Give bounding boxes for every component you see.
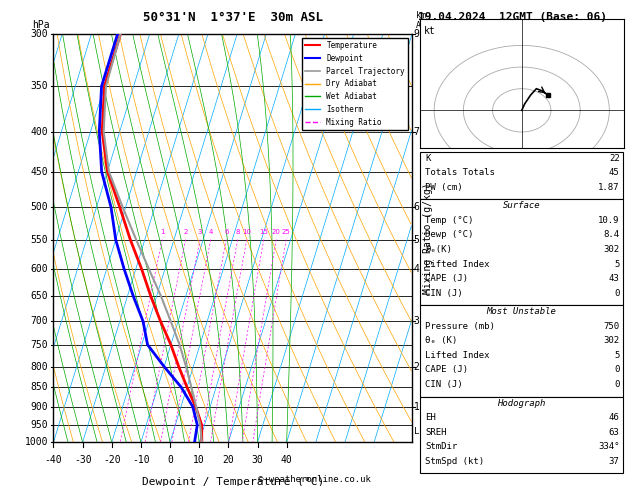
Text: -10: -10 bbox=[132, 454, 150, 465]
Text: 5: 5 bbox=[414, 235, 420, 244]
Text: 20: 20 bbox=[272, 229, 281, 235]
Text: 0: 0 bbox=[614, 365, 620, 375]
Text: 650: 650 bbox=[30, 291, 48, 301]
Text: 10: 10 bbox=[242, 229, 251, 235]
Text: 850: 850 bbox=[30, 382, 48, 392]
Text: 22: 22 bbox=[609, 154, 620, 163]
Text: hPa: hPa bbox=[32, 20, 50, 30]
Text: 550: 550 bbox=[30, 235, 48, 244]
Text: 302: 302 bbox=[603, 336, 620, 346]
Text: CIN (J): CIN (J) bbox=[425, 289, 463, 298]
Text: 950: 950 bbox=[30, 420, 48, 430]
Text: 900: 900 bbox=[30, 401, 48, 412]
Text: 500: 500 bbox=[30, 202, 48, 212]
Text: 50°31'N  1°37'E  30m ASL: 50°31'N 1°37'E 30m ASL bbox=[143, 11, 323, 24]
Text: 63: 63 bbox=[609, 428, 620, 437]
Text: Pressure (mb): Pressure (mb) bbox=[425, 322, 495, 331]
Text: © weatheronline.co.uk: © weatheronline.co.uk bbox=[258, 474, 371, 484]
Text: 15: 15 bbox=[259, 229, 268, 235]
Text: 45: 45 bbox=[609, 168, 620, 177]
Text: 40: 40 bbox=[281, 454, 292, 465]
Text: 10.9: 10.9 bbox=[598, 216, 620, 225]
Text: θₑ(K): θₑ(K) bbox=[425, 245, 452, 254]
Text: Totals Totals: Totals Totals bbox=[425, 168, 495, 177]
Text: 19.04.2024  12GMT (Base: 06): 19.04.2024 12GMT (Base: 06) bbox=[418, 12, 607, 22]
Text: 400: 400 bbox=[30, 126, 48, 137]
Text: 5: 5 bbox=[614, 351, 620, 360]
Text: Lifted Index: Lifted Index bbox=[425, 260, 490, 269]
Text: 0: 0 bbox=[614, 380, 620, 389]
Text: CAPE (J): CAPE (J) bbox=[425, 274, 468, 283]
Text: 6: 6 bbox=[224, 229, 228, 235]
Text: 750: 750 bbox=[30, 340, 48, 350]
Text: θₑ (K): θₑ (K) bbox=[425, 336, 457, 346]
Text: Hodograph: Hodograph bbox=[498, 399, 545, 408]
Text: Surface: Surface bbox=[503, 201, 540, 210]
Text: 10: 10 bbox=[193, 454, 205, 465]
Text: 37: 37 bbox=[609, 457, 620, 466]
Text: 2: 2 bbox=[414, 362, 420, 372]
Text: Temp (°C): Temp (°C) bbox=[425, 216, 474, 225]
Text: 7: 7 bbox=[414, 126, 420, 137]
Text: Dewp (°C): Dewp (°C) bbox=[425, 230, 474, 240]
Text: -40: -40 bbox=[45, 454, 62, 465]
Legend: Temperature, Dewpoint, Parcel Trajectory, Dry Adiabat, Wet Adiabat, Isotherm, Mi: Temperature, Dewpoint, Parcel Trajectory… bbox=[302, 38, 408, 130]
Text: K: K bbox=[425, 154, 431, 163]
Text: 600: 600 bbox=[30, 264, 48, 274]
Text: kt: kt bbox=[424, 26, 435, 36]
Text: 5: 5 bbox=[614, 260, 620, 269]
Text: 9: 9 bbox=[414, 29, 420, 39]
Text: PW (cm): PW (cm) bbox=[425, 183, 463, 192]
Text: CAPE (J): CAPE (J) bbox=[425, 365, 468, 375]
Text: 0: 0 bbox=[167, 454, 173, 465]
Text: 302: 302 bbox=[603, 245, 620, 254]
Text: 43: 43 bbox=[609, 274, 620, 283]
Text: EH: EH bbox=[425, 413, 436, 422]
Text: 20: 20 bbox=[223, 454, 234, 465]
Text: Mixing Ratio (g/kg): Mixing Ratio (g/kg) bbox=[423, 182, 433, 294]
Text: Lifted Index: Lifted Index bbox=[425, 351, 490, 360]
Text: 1: 1 bbox=[160, 229, 165, 235]
Text: 1000: 1000 bbox=[25, 437, 48, 447]
Text: CIN (J): CIN (J) bbox=[425, 380, 463, 389]
Text: 6: 6 bbox=[414, 202, 420, 212]
Text: 0: 0 bbox=[614, 289, 620, 298]
Text: 300: 300 bbox=[30, 29, 48, 39]
Text: 8: 8 bbox=[235, 229, 240, 235]
Text: km
ASL: km ASL bbox=[416, 11, 431, 30]
Text: 4: 4 bbox=[209, 229, 213, 235]
Text: 46: 46 bbox=[609, 413, 620, 422]
Text: 450: 450 bbox=[30, 167, 48, 176]
Text: 750: 750 bbox=[603, 322, 620, 331]
Text: 1.87: 1.87 bbox=[598, 183, 620, 192]
Text: 25: 25 bbox=[282, 229, 291, 235]
Text: 8.4: 8.4 bbox=[603, 230, 620, 240]
Text: 3: 3 bbox=[414, 316, 420, 326]
Text: StmSpd (kt): StmSpd (kt) bbox=[425, 457, 484, 466]
Text: StmDir: StmDir bbox=[425, 442, 457, 451]
Text: Most Unstable: Most Unstable bbox=[486, 307, 557, 316]
Text: 700: 700 bbox=[30, 316, 48, 326]
Text: -20: -20 bbox=[103, 454, 121, 465]
Text: 3: 3 bbox=[198, 229, 203, 235]
Text: 1: 1 bbox=[414, 401, 420, 412]
Text: SREH: SREH bbox=[425, 428, 447, 437]
Text: 350: 350 bbox=[30, 81, 48, 91]
Text: Dewpoint / Temperature (°C): Dewpoint / Temperature (°C) bbox=[142, 477, 324, 486]
Text: 30: 30 bbox=[252, 454, 264, 465]
Text: 800: 800 bbox=[30, 362, 48, 372]
Text: LCL: LCL bbox=[414, 427, 430, 436]
Text: 4: 4 bbox=[414, 264, 420, 274]
Text: -30: -30 bbox=[74, 454, 91, 465]
Text: 334°: 334° bbox=[598, 442, 620, 451]
Text: 2: 2 bbox=[184, 229, 188, 235]
